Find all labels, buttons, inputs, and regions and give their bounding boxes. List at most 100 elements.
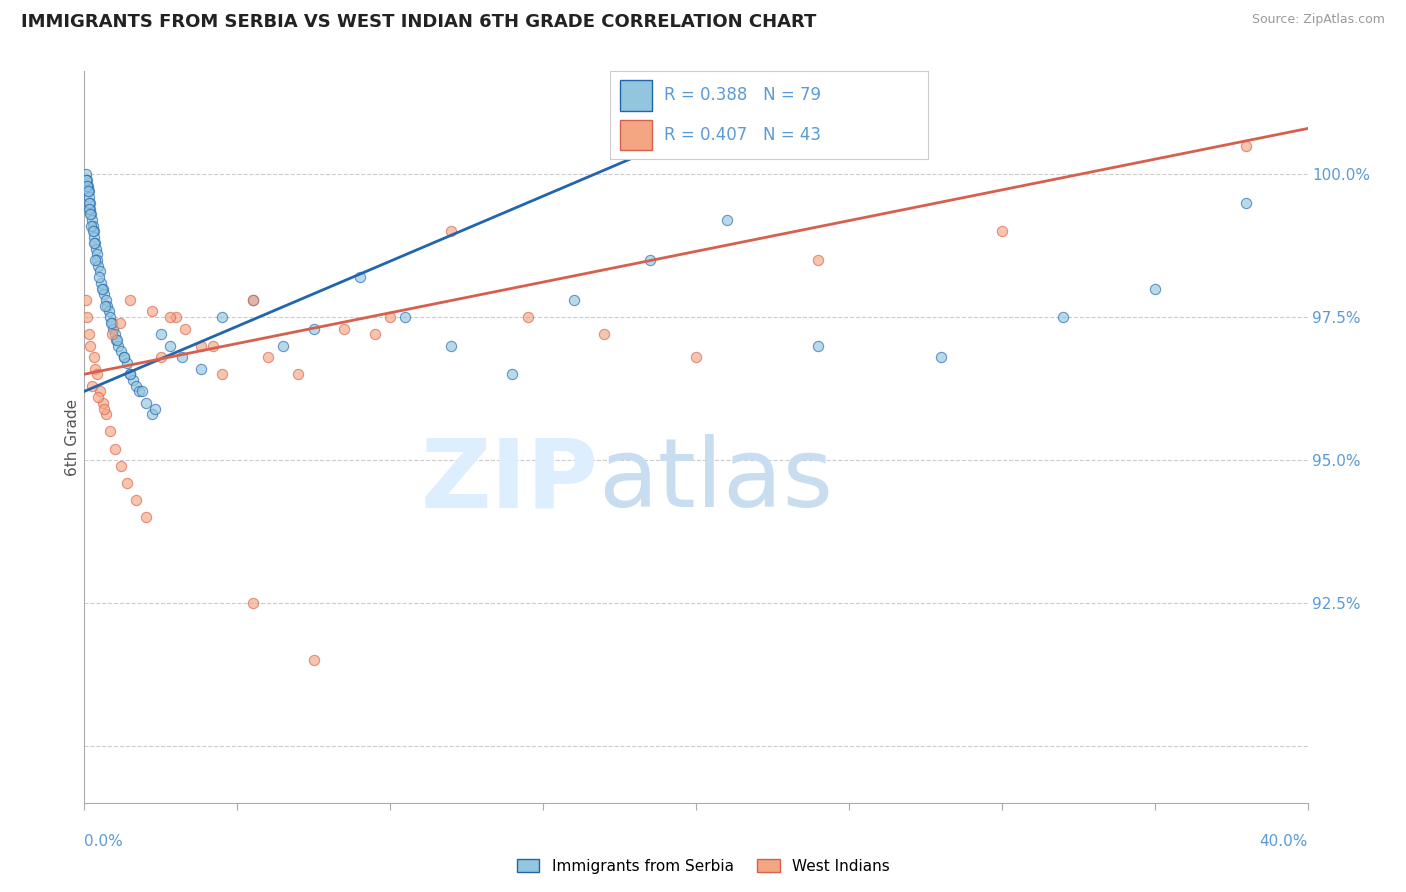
- Point: [638, 252, 661, 267]
- Point: [929, 350, 952, 364]
- Point: [159, 338, 181, 352]
- Point: [82, 224, 104, 238]
- Point: [141, 407, 163, 421]
- Point: [120, 368, 142, 382]
- Point: [86, 368, 108, 382]
- Point: [364, 327, 387, 342]
- Point: [83, 230, 105, 244]
- Point: [84, 252, 107, 267]
- Point: [125, 492, 148, 507]
- Point: [1236, 138, 1258, 153]
- Text: ZIP: ZIP: [420, 434, 598, 527]
- Point: [190, 361, 212, 376]
- Point: [87, 390, 110, 404]
- Text: IMMIGRANTS FROM SERBIA VS WEST INDIAN 6TH GRADE CORRELATION CHART: IMMIGRANTS FROM SERBIA VS WEST INDIAN 6T…: [21, 13, 817, 31]
- Point: [93, 287, 115, 301]
- Point: [83, 224, 105, 238]
- Point: [91, 396, 114, 410]
- Point: [211, 368, 233, 382]
- Point: [84, 361, 107, 376]
- Text: 0.0%: 0.0%: [84, 834, 124, 849]
- Point: [77, 178, 100, 193]
- Point: [77, 190, 100, 204]
- Point: [118, 368, 141, 382]
- Point: [201, 338, 224, 352]
- Point: [562, 293, 585, 307]
- Point: [89, 384, 111, 399]
- Point: [105, 333, 128, 347]
- Text: Source: ZipAtlas.com: Source: ZipAtlas.com: [1251, 13, 1385, 27]
- Point: [122, 373, 145, 387]
- Point: [128, 384, 150, 399]
- Point: [115, 475, 138, 490]
- Text: R = 0.407   N = 43: R = 0.407 N = 43: [665, 126, 821, 144]
- Point: [89, 264, 111, 278]
- Point: [174, 321, 197, 335]
- Point: [79, 207, 101, 221]
- Point: [75, 167, 97, 181]
- Point: [110, 458, 132, 473]
- Point: [115, 356, 138, 370]
- Point: [83, 235, 105, 250]
- Point: [100, 316, 122, 330]
- Point: [125, 378, 148, 392]
- Point: [211, 310, 233, 324]
- Point: [79, 195, 101, 210]
- Point: [1052, 310, 1074, 324]
- Point: [190, 338, 212, 352]
- Point: [120, 293, 142, 307]
- Point: [75, 293, 97, 307]
- Point: [394, 310, 416, 324]
- Point: [108, 316, 131, 330]
- Point: [135, 396, 157, 410]
- Point: [104, 327, 127, 342]
- Point: [84, 242, 107, 256]
- Point: [135, 510, 157, 524]
- Point: [165, 310, 187, 324]
- Point: [79, 202, 101, 216]
- Point: [94, 407, 117, 421]
- Point: [271, 338, 294, 352]
- Point: [440, 338, 463, 352]
- Point: [93, 401, 115, 416]
- Text: atlas: atlas: [598, 434, 834, 527]
- Point: [90, 276, 112, 290]
- Point: [96, 299, 118, 313]
- Point: [77, 195, 100, 210]
- Point: [685, 350, 707, 364]
- Point: [149, 350, 172, 364]
- Point: [77, 202, 100, 216]
- Point: [76, 310, 98, 324]
- Point: [104, 442, 127, 456]
- Point: [1236, 195, 1258, 210]
- Point: [77, 327, 100, 342]
- FancyBboxPatch shape: [620, 80, 652, 111]
- Point: [86, 252, 108, 267]
- Point: [103, 321, 125, 335]
- Point: [440, 224, 463, 238]
- Point: [149, 327, 172, 342]
- Point: [94, 293, 117, 307]
- Point: [302, 653, 325, 667]
- Point: [94, 299, 117, 313]
- Point: [242, 293, 264, 307]
- Point: [80, 213, 103, 227]
- Point: [502, 368, 524, 382]
- Point: [159, 310, 181, 324]
- Point: [242, 293, 264, 307]
- Point: [131, 384, 153, 399]
- Point: [87, 259, 110, 273]
- Point: [86, 247, 108, 261]
- Point: [76, 178, 98, 193]
- Point: [84, 235, 107, 250]
- Point: [80, 219, 103, 233]
- Point: [82, 219, 104, 233]
- Point: [257, 350, 280, 364]
- Point: [112, 350, 135, 364]
- Point: [107, 338, 129, 352]
- Point: [242, 596, 264, 610]
- Point: [105, 333, 128, 347]
- Legend: Immigrants from Serbia, West Indians: Immigrants from Serbia, West Indians: [510, 853, 896, 880]
- Point: [77, 185, 100, 199]
- Point: [80, 378, 103, 392]
